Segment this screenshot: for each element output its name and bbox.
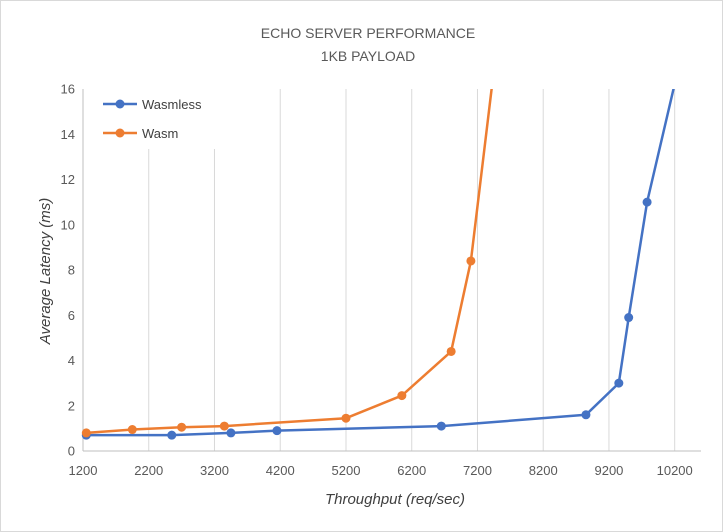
data-point-wasm <box>341 413 351 423</box>
x-tick-label: 3200 <box>200 463 229 478</box>
x-tick-label: 8200 <box>529 463 558 478</box>
x-tick-label: 5200 <box>332 463 361 478</box>
x-tick-label: 1200 <box>69 463 98 478</box>
y-tick-label: 16 <box>61 82 75 97</box>
chart-subtitle: 1KB PAYLOAD <box>321 48 415 64</box>
y-tick-label: 6 <box>68 308 75 323</box>
y-tick-label: 8 <box>68 263 75 278</box>
data-point-wasm <box>127 425 137 435</box>
legend-marker-wasmless <box>115 99 125 109</box>
y-tick-label: 4 <box>68 353 75 368</box>
tick-labels: 1200 2200 3200 4200 5200 6200 7200 8200 9200 1020… <box>61 82 693 479</box>
data-point-wasm <box>466 256 476 266</box>
x-tick-label: 4200 <box>266 463 295 478</box>
series-lines <box>81 89 675 440</box>
x-tick-label: 7200 <box>463 463 492 478</box>
legend-label-wasmless: Wasmless <box>142 97 202 112</box>
data-point-wasm <box>219 421 229 431</box>
chart-title: ECHO SERVER PERFORMANCE <box>261 25 475 41</box>
legend: Wasmless Wasm <box>97 89 245 149</box>
x-tick-label: 2200 <box>134 463 163 478</box>
legend-entry-wasm: Wasm <box>103 126 178 141</box>
x-tick-label: 6200 <box>397 463 426 478</box>
legend-marker-wasm <box>115 128 125 138</box>
data-point-wasmless <box>624 313 634 323</box>
x-tick-label: 9200 <box>594 463 623 478</box>
series-line-wasmless <box>86 89 675 437</box>
data-point-wasmless <box>581 410 591 420</box>
data-point-wasmless <box>642 197 652 207</box>
data-point-wasm <box>397 391 407 401</box>
legend-entry-wasmless: Wasmless <box>103 97 202 112</box>
y-tick-label: 10 <box>61 217 75 232</box>
data-point-wasmless <box>436 421 446 431</box>
data-point-wasm <box>81 428 91 438</box>
y-tick-label: 14 <box>61 127 75 142</box>
data-point-wasmless <box>167 430 177 440</box>
y-tick-label: 0 <box>68 444 75 459</box>
legend-label-wasm: Wasm <box>142 126 178 141</box>
data-point-wasmless <box>272 426 282 436</box>
x-axis-label: Throughput (req/sec) <box>325 491 465 508</box>
y-tick-label: 12 <box>61 172 75 187</box>
y-axis-label: Average Latency (ms) <box>37 198 54 345</box>
legend-box <box>97 89 245 149</box>
y-tick-label: 2 <box>68 398 75 413</box>
gridlines <box>148 89 676 451</box>
axes <box>82 89 701 452</box>
series-wasm <box>81 89 493 438</box>
data-point-wasmless <box>226 428 236 438</box>
data-point-wasm <box>446 346 456 356</box>
data-point-wasm <box>177 422 187 432</box>
data-point-wasmless <box>614 378 624 388</box>
x-tick-label: 10200 <box>657 463 693 478</box>
